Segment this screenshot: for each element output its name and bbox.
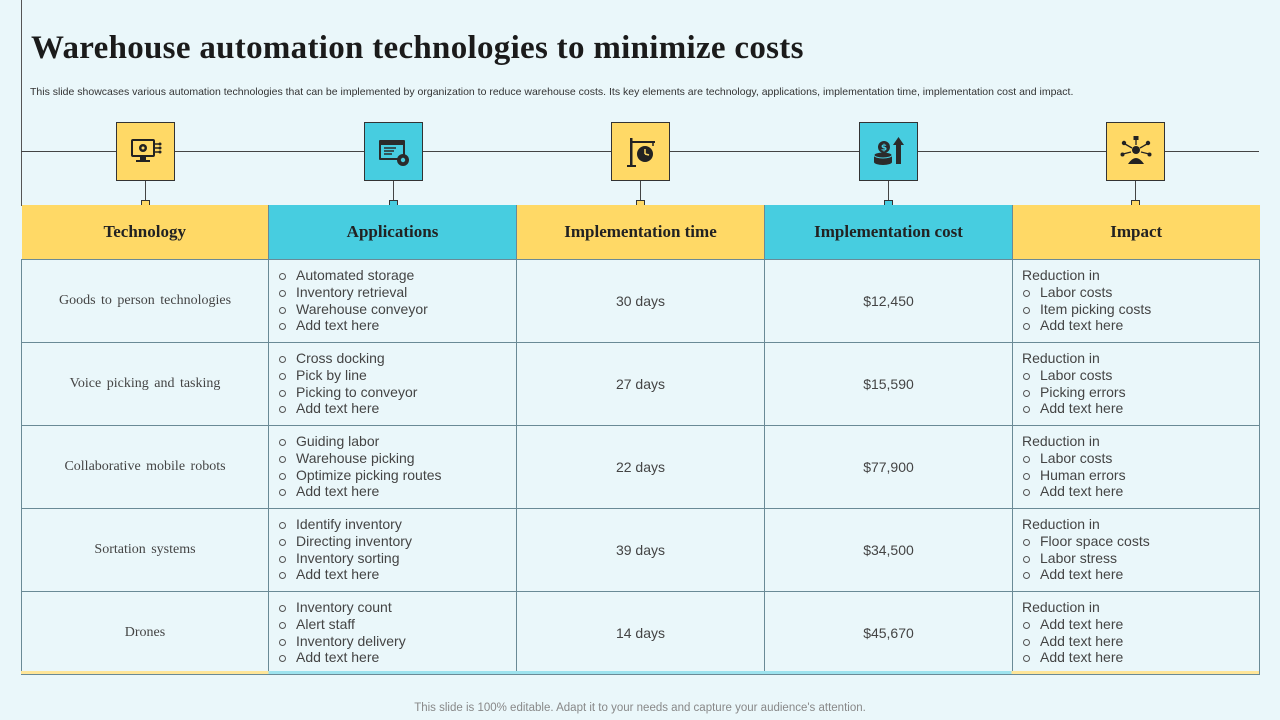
time-cell: 30 days — [516, 258, 765, 343]
icon-stem — [145, 181, 146, 200]
table-header-row: Technology Applications Implementation t… — [21, 205, 1260, 259]
list-item: Add text here — [1022, 566, 1259, 583]
impact-heading: Reduction in — [1022, 599, 1100, 616]
browser-gear-icon — [364, 122, 423, 181]
technology-cell: Goods to person technologies — [21, 258, 269, 343]
time-cell: 14 days — [516, 590, 765, 675]
list-item: Inventory delivery — [278, 633, 516, 650]
list-item: Labor costs — [1022, 367, 1259, 384]
impact-cell: Reduction in Labor costs Human errors Ad… — [1012, 424, 1260, 509]
impact-cell: Reduction in Labor costs Item picking co… — [1012, 258, 1260, 343]
list-item: Labor stress — [1022, 550, 1259, 567]
time-cell: 39 days — [516, 507, 765, 592]
header-applications: Applications — [268, 205, 517, 259]
impact-cell: Reduction in Add text here Add text here… — [1012, 590, 1260, 675]
list-item: Add text here — [1022, 616, 1259, 633]
applications-cell: Identify inventory Directing inventory I… — [268, 507, 517, 592]
list-item: Cross docking — [278, 350, 516, 367]
icon-stem — [393, 181, 394, 200]
list-item: Picking to conveyor — [278, 384, 516, 401]
table-row: Goods to person technologies Automated s… — [21, 258, 1260, 343]
technology-cell: Drones — [21, 590, 269, 675]
list-item: Automated storage — [278, 267, 516, 284]
impact-cell: Reduction in Labor costs Picking errors … — [1012, 341, 1260, 426]
cost-cell: $77,900 — [764, 424, 1013, 509]
impact-heading: Reduction in — [1022, 516, 1100, 533]
table-row: Sortation systems Identify inventory Dir… — [21, 507, 1260, 592]
header-technology: Technology — [21, 205, 269, 259]
icon-stem — [1135, 181, 1136, 200]
list-item: Add text here — [1022, 400, 1259, 417]
time-cell: 22 days — [516, 424, 765, 509]
impact-heading: Reduction in — [1022, 433, 1100, 450]
list-item: Floor space costs — [1022, 533, 1259, 550]
table-row: Drones Inventory count Alert staff Inven… — [21, 590, 1260, 675]
list-item: Guiding labor — [278, 433, 516, 450]
technologies-table: Technology Applications Implementation t… — [21, 205, 1260, 675]
monitor-gear-icon — [116, 122, 175, 181]
left-vertical-rule — [21, 0, 22, 206]
list-item: Alert staff — [278, 616, 516, 633]
table-bottom-accent — [21, 671, 1259, 674]
applications-cell: Inventory count Alert staff Inventory de… — [268, 590, 517, 675]
money-growth-icon: $ — [859, 122, 918, 181]
applications-cell: Cross docking Pick by line Picking to co… — [268, 341, 517, 426]
applications-cell: Guiding labor Warehouse picking Optimize… — [268, 424, 517, 509]
list-item: Identify inventory — [278, 516, 516, 533]
impact-heading: Reduction in — [1022, 267, 1100, 284]
technology-cell: Collaborative mobile robots — [21, 424, 269, 509]
slide-subtitle: This slide showcases various automation … — [30, 86, 1074, 98]
technology-cell: Voice picking and tasking — [21, 341, 269, 426]
cost-cell: $34,500 — [764, 507, 1013, 592]
time-cell: 27 days — [516, 341, 765, 426]
applications-cell: Automated storage Inventory retrieval Wa… — [268, 258, 517, 343]
list-item: Add text here — [1022, 317, 1259, 334]
list-item: Inventory sorting — [278, 550, 516, 567]
technology-cell: Sortation systems — [21, 507, 269, 592]
cost-cell: $12,450 — [764, 258, 1013, 343]
list-item: Human errors — [1022, 467, 1259, 484]
impact-heading: Reduction in — [1022, 350, 1100, 367]
list-item: Item picking costs — [1022, 301, 1259, 318]
table-row: Voice picking and tasking Cross docking … — [21, 341, 1260, 426]
table-row: Collaborative mobile robots Guiding labo… — [21, 424, 1260, 509]
header-impact: Impact — [1012, 205, 1260, 259]
list-item: Directing inventory — [278, 533, 516, 550]
header-implementation-time: Implementation time — [516, 205, 765, 259]
list-item: Picking errors — [1022, 384, 1259, 401]
list-item: Add text here — [278, 566, 516, 583]
list-item: Add text here — [278, 400, 516, 417]
list-item: Inventory retrieval — [278, 284, 516, 301]
list-item: Pick by line — [278, 367, 516, 384]
list-item: Add text here — [278, 649, 516, 666]
svg-text:$: $ — [880, 143, 886, 153]
footer-note: This slide is 100% editable. Adapt it to… — [414, 702, 866, 714]
list-item: Labor costs — [1022, 450, 1259, 467]
icon-stem — [888, 181, 889, 200]
person-network-icon — [1106, 122, 1165, 181]
list-item: Warehouse conveyor — [278, 301, 516, 318]
list-item: Optimize picking routes — [278, 467, 516, 484]
list-item: Add text here — [1022, 649, 1259, 666]
cost-cell: $45,670 — [764, 590, 1013, 675]
list-item: Add text here — [278, 483, 516, 500]
impact-cell: Reduction in Floor space costs Labor str… — [1012, 507, 1260, 592]
header-implementation-cost: Implementation cost — [764, 205, 1013, 259]
list-item: Add text here — [278, 317, 516, 334]
list-item: Labor costs — [1022, 284, 1259, 301]
signpost-clock-icon — [611, 122, 670, 181]
list-item: Add text here — [1022, 633, 1259, 650]
list-item: Add text here — [1022, 483, 1259, 500]
slide-title: Warehouse automation technologies to min… — [31, 30, 804, 66]
list-item: Inventory count — [278, 599, 516, 616]
icon-stem — [640, 181, 641, 200]
cost-cell: $15,590 — [764, 341, 1013, 426]
list-item: Warehouse picking — [278, 450, 516, 467]
